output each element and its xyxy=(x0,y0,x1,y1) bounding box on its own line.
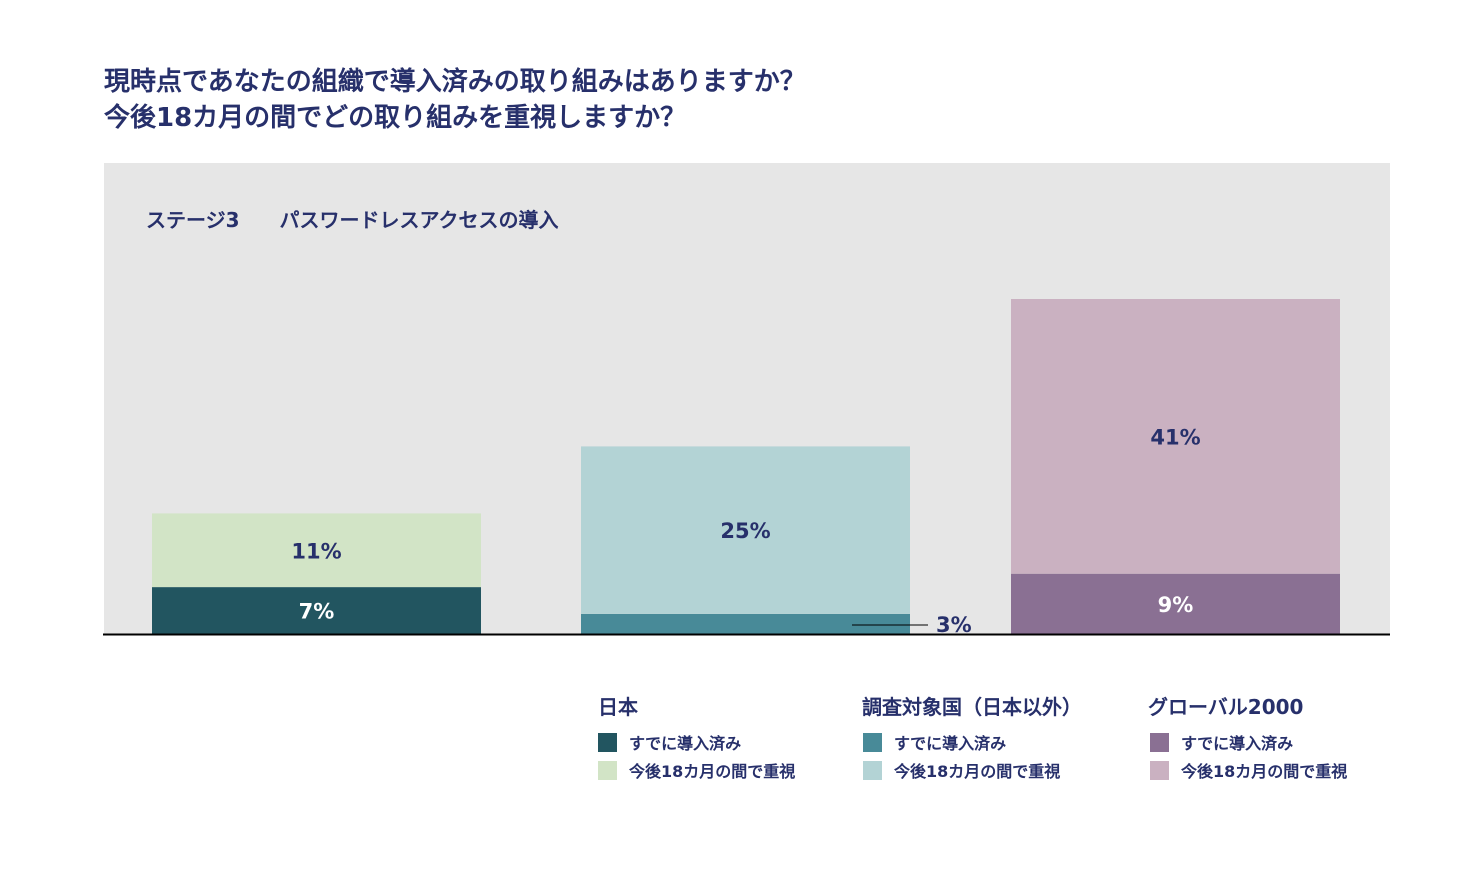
data-label: 3% xyxy=(936,613,972,637)
legend-label: 今後18カ月の間で重視 xyxy=(629,762,796,781)
legend-label: すでに導入済み xyxy=(894,734,1007,753)
bar-segment xyxy=(581,446,910,614)
legend-item: 今後18カ月の間で重視 xyxy=(863,758,1060,782)
legend-swatch xyxy=(1150,760,1169,780)
bar-segment xyxy=(1011,299,1340,574)
chart-subtitle: ステージ3 パスワードレスアクセスの導入 xyxy=(146,208,559,232)
bar-segment xyxy=(152,587,481,634)
data-label: 11% xyxy=(291,539,341,563)
legend-swatch xyxy=(1150,732,1169,752)
legend-item: 今後18カ月の間で重視 xyxy=(598,758,795,782)
bar-segment xyxy=(1011,573,1340,634)
chart-title: 現時点であなたの組織で導入済みの取り組みはありますか？ 今後18カ月の間でどの取… xyxy=(104,64,806,136)
legend-swatch xyxy=(598,732,617,752)
legend-item: すでに導入済み xyxy=(863,730,1006,754)
legend-group-title: グローバル2000 xyxy=(1148,695,1304,719)
legend-group-title: 調査対象国（日本以外） xyxy=(862,695,1082,719)
title-line-2: 今後18カ月の間でどの取り組みを重視しますか？ xyxy=(104,103,687,133)
legend-label: 今後18カ月の間で重視 xyxy=(894,762,1061,781)
title-line-1: 現時点であなたの組織で導入済みの取り組みはありますか？ xyxy=(104,67,806,97)
legend-group-title: 日本 xyxy=(598,695,638,719)
legend-label: すでに導入済み xyxy=(1181,734,1294,753)
legend-label: すでに導入済み xyxy=(629,734,742,753)
legend-swatch xyxy=(598,760,617,780)
data-label: 7% xyxy=(299,600,335,624)
bar-segment xyxy=(581,613,910,634)
legend-swatch xyxy=(863,732,882,752)
legend-swatch xyxy=(863,760,882,780)
data-label: 25% xyxy=(720,519,770,543)
legend-item: すでに導入済み xyxy=(1150,730,1293,754)
legend-item: 今後18カ月の間で重視 xyxy=(1150,758,1347,782)
legend-item: すでに導入済み xyxy=(598,730,741,754)
bar-segment xyxy=(152,513,481,588)
data-label: 9% xyxy=(1158,593,1194,617)
legend-label: 今後18カ月の間で重視 xyxy=(1181,762,1348,781)
data-label: 41% xyxy=(1150,425,1200,449)
